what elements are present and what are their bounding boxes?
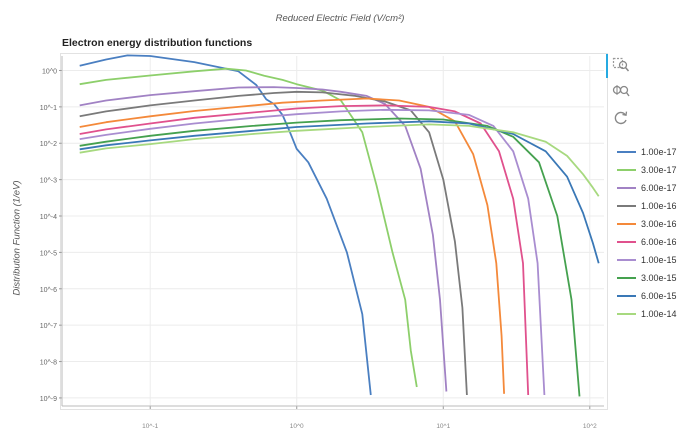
legend-swatch: [617, 187, 636, 189]
legend-swatch: [617, 241, 636, 243]
chart-svg[interactable]: 10^0 10^-1 10^-2 10^-3 10^-4 10^-5 10^-6 10^-7 1…: [0, 0, 606, 431]
series-line-4[interactable]: [79, 97, 505, 394]
legend-swatch: [617, 313, 636, 315]
reset-icon[interactable]: [612, 110, 632, 128]
legend-label: 3.00e-15: [641, 273, 677, 283]
series-line-3[interactable]: [79, 90, 468, 396]
y-tick-label: 10^0: [42, 68, 57, 75]
box-zoom-icon[interactable]: [612, 57, 632, 75]
legend-label: 1.00e-15: [641, 255, 677, 265]
x-tick-label: 10^0: [290, 423, 304, 430]
y-tick-label: 10^-1: [40, 105, 57, 112]
y-tick-label: 10^-9: [40, 396, 57, 403]
x-tick-label: 10^-1: [142, 423, 158, 430]
chart-title: Electron energy distribution functions: [62, 37, 253, 49]
grid: [62, 56, 604, 406]
series-line-2[interactable]: [79, 86, 448, 392]
legend-label: 3.00e-17: [641, 165, 677, 175]
series-group: [79, 54, 600, 397]
legend-label: 6.00e-16: [641, 237, 677, 247]
legend-label: 3.00e-16: [641, 219, 677, 229]
series-line-5[interactable]: [79, 104, 530, 396]
legend-swatch: [617, 169, 636, 171]
x-tick-label: 10^1: [436, 423, 450, 430]
plot-frame: [60, 53, 608, 410]
legend-swatch: [617, 259, 636, 261]
legend-swatch: [617, 223, 636, 225]
series-line-7[interactable]: [79, 117, 581, 397]
series-line-9[interactable]: [79, 123, 600, 197]
legend-label: 6.00e-15: [641, 291, 677, 301]
series-line-1[interactable]: [79, 67, 418, 388]
y-tick-label: 10^-3: [40, 178, 57, 185]
axes: 10^0 10^-1 10^-2 10^-3 10^-4 10^-5 10^-6 10^-7 1…: [40, 56, 604, 430]
active-tool-indicator: [606, 54, 608, 78]
legend-label: 6.00e-17: [641, 183, 677, 193]
y-tick-label: 10^-7: [40, 323, 57, 330]
y-tick-label: 10^-6: [40, 287, 57, 294]
legend-label: 1.00e-14: [641, 309, 677, 319]
page-top-label: Reduced Electric Field (V/cm²): [275, 13, 405, 24]
legend-label: 1.00e-17: [641, 147, 677, 157]
series-line-6[interactable]: [79, 108, 546, 396]
legend-label: 1.00e-16: [641, 201, 677, 211]
legend-swatch: [617, 295, 636, 297]
y-tick-label: 10^-8: [40, 360, 57, 367]
y-tick-label: 10^-2: [40, 141, 57, 148]
wheel-zoom-icon[interactable]: [612, 83, 632, 101]
series-line-8[interactable]: [79, 120, 600, 264]
legend-swatch: [617, 277, 636, 279]
legend-swatch: [617, 205, 636, 207]
x-tick-label: 10^2: [583, 423, 597, 430]
y-tick-label: 10^-5: [40, 250, 57, 257]
legend-swatch: [617, 151, 636, 153]
y-tick-label: 10^-4: [40, 214, 57, 221]
